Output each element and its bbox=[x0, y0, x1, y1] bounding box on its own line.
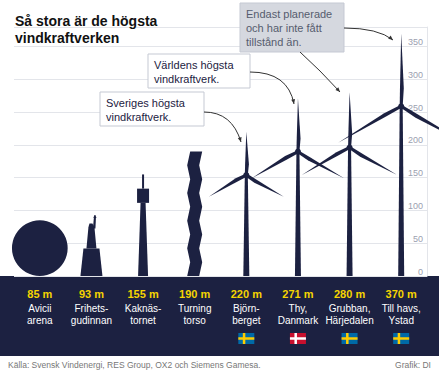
svg-text:271 m: 271 m bbox=[282, 288, 313, 300]
svg-text:gudinnan: gudinnan bbox=[71, 315, 112, 326]
svg-text:Världens högsta: Världens högsta bbox=[154, 59, 234, 71]
svg-text:Frihets-: Frihets- bbox=[74, 303, 108, 314]
svg-text:arena: arena bbox=[27, 315, 53, 326]
svg-text:Danmark: Danmark bbox=[278, 315, 320, 326]
svg-text:Grubban,: Grubban, bbox=[329, 303, 371, 314]
svg-text:200: 200 bbox=[408, 135, 423, 145]
svg-text:370 m: 370 m bbox=[386, 288, 417, 300]
svg-text:Turning: Turning bbox=[178, 303, 212, 314]
svg-text:100: 100 bbox=[408, 201, 423, 211]
svg-text:vindkraftverk.: vindkraftverk. bbox=[154, 73, 219, 85]
svg-text:50: 50 bbox=[413, 234, 423, 244]
svg-text:300: 300 bbox=[408, 70, 423, 80]
svg-text:0: 0 bbox=[418, 267, 423, 277]
svg-text:Härjedalen: Härjedalen bbox=[325, 315, 373, 326]
svg-text:Ystad: Ystad bbox=[388, 315, 414, 326]
svg-text:berget: berget bbox=[232, 315, 261, 326]
svg-text:Grafik: DI: Grafik: DI bbox=[395, 360, 431, 370]
svg-text:85 m: 85 m bbox=[27, 288, 52, 300]
svg-text:tillstånd än.: tillstånd än. bbox=[246, 36, 302, 48]
svg-text:Kaknäs-: Kaknäs- bbox=[125, 303, 162, 314]
svg-text:Sveriges högsta: Sveriges högsta bbox=[106, 97, 186, 109]
svg-text:torso: torso bbox=[184, 315, 207, 326]
svg-text:Källa: Svensk Vindenergi, RES: Källa: Svensk Vindenergi, RES Group, OX2… bbox=[8, 360, 261, 370]
svg-text:Endast planerade: Endast planerade bbox=[246, 8, 332, 20]
svg-text:tornet: tornet bbox=[130, 315, 156, 326]
svg-text:150: 150 bbox=[408, 168, 423, 178]
svg-text:93 m: 93 m bbox=[79, 288, 104, 300]
svg-text:220 m: 220 m bbox=[231, 288, 262, 300]
svg-text:och har inte fått: och har inte fått bbox=[246, 22, 322, 34]
svg-text:vindkraftverken: vindkraftverken bbox=[15, 30, 119, 46]
svg-text:250: 250 bbox=[408, 102, 423, 113]
svg-text:190 m: 190 m bbox=[179, 288, 210, 300]
svg-text:Till havs,: Till havs, bbox=[382, 303, 421, 314]
svg-text:Avicii: Avicii bbox=[28, 303, 51, 314]
svg-text:350: 350 bbox=[408, 37, 423, 47]
svg-text:vindkraftverk.: vindkraftverk. bbox=[106, 111, 171, 123]
svg-text:155 m: 155 m bbox=[127, 288, 158, 300]
svg-text:280 m: 280 m bbox=[334, 288, 365, 300]
svg-text:Så stora är de högsta: Så stora är de högsta bbox=[15, 13, 161, 29]
svg-text:Thy,: Thy, bbox=[289, 303, 308, 314]
svg-text:Björn-: Björn- bbox=[233, 303, 260, 314]
